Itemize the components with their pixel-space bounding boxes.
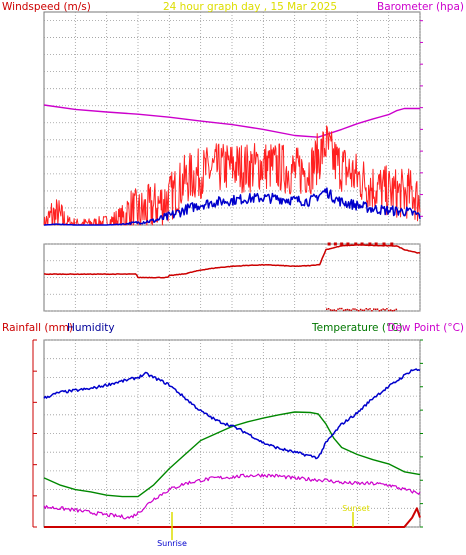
wind-direction-dot — [380, 309, 383, 311]
wind-direction-line — [43, 244, 421, 279]
wind-direction-dot — [327, 242, 331, 246]
wind-direction-dot — [369, 308, 371, 310]
wind-direction-dot — [386, 308, 388, 310]
wind-direction-dot — [365, 307, 367, 310]
wind-direction-dot — [373, 308, 375, 310]
wind-panel: Windspeed (m/s) 24 hour graph day , 15 M… — [2, 1, 464, 226]
wind-direction-dot — [374, 308, 377, 311]
wind-direction-dot — [390, 242, 394, 246]
wind-direction-dot — [360, 242, 364, 246]
wind-series — [43, 104, 421, 226]
temperature-series — [43, 368, 421, 528]
temperature-line — [43, 411, 421, 498]
barometer-right-axis — [420, 20, 423, 217]
wind-direction-dot — [329, 309, 332, 311]
wind-direction-dot — [367, 308, 369, 311]
wind-direction-dot — [393, 309, 396, 312]
wind-direction-dot — [344, 309, 347, 311]
wind-direction-dot — [395, 308, 398, 311]
wind-direction-dot — [346, 308, 349, 311]
wind-direction-dot — [361, 309, 364, 312]
wind-gust-line — [43, 125, 421, 226]
humidity-axis-label: Humidity — [67, 322, 115, 334]
wind-direction-dot — [382, 308, 384, 310]
rainfall-line — [44, 507, 421, 528]
wind-direction-dot — [382, 242, 386, 246]
direction-series — [43, 242, 421, 312]
temperature-panel: Sunrise Sunset Rainfall (mm) Humidity Te… — [2, 322, 464, 548]
dewpoint-line — [43, 473, 421, 520]
temperature-axis-label: Temperature (°C) — [311, 322, 403, 334]
rainfall-axis — [32, 339, 37, 528]
wind-direction-dot — [352, 308, 354, 310]
sunrise-label: Sunrise — [157, 539, 187, 548]
wind-direction-dot — [378, 310, 381, 312]
direction-panel — [43, 242, 421, 312]
wind-direction-dot — [363, 309, 366, 311]
windspeed-axis-label: Windspeed (m/s) — [2, 1, 91, 13]
wind-direction-dot — [359, 308, 362, 311]
wind-direction-dot — [354, 308, 356, 310]
wind-direction-dot — [337, 308, 339, 310]
wind-direction-dot — [368, 242, 372, 246]
wind-direction-dot — [333, 242, 337, 246]
barometer-axis-label: Barometer (hpa) — [377, 1, 464, 13]
wind-direction-dot — [341, 307, 343, 310]
wind-direction-dot — [339, 307, 341, 310]
wind-direction-dot — [391, 310, 394, 312]
wind-direction-dot — [350, 309, 352, 312]
wind-direction-dot — [389, 309, 392, 311]
wind-direction-dot — [348, 309, 351, 311]
graph-title: 24 hour graph day , 15 Mar 2025 — [163, 1, 337, 13]
wind-direction-dot — [327, 308, 330, 310]
rainfall-axis-label: Rainfall (mm) — [2, 322, 73, 334]
wind-direction-dot — [346, 242, 350, 246]
wind-direction-dot — [357, 310, 360, 312]
dewpoint-axis-label: Dew Point (°C) — [387, 322, 464, 334]
wind-direction-dot — [335, 309, 337, 312]
barometer-line — [43, 104, 420, 138]
wind-direction-dot — [371, 310, 373, 312]
temperature-axis — [420, 339, 423, 528]
wind-direction-dot — [342, 309, 345, 312]
wind-direction-dot — [326, 308, 328, 310]
wind-direction-dot — [333, 309, 336, 311]
sunset-label: Sunset — [342, 504, 369, 513]
wind-direction-dot — [374, 242, 378, 246]
wind-direction-dot — [340, 242, 344, 246]
wind-direction-dot — [356, 309, 358, 311]
wind-direction-dot — [331, 309, 334, 312]
wind-direction-dot — [384, 308, 386, 311]
wind-direction-dot — [388, 309, 390, 312]
wind-average-line — [44, 187, 421, 226]
humidity-line — [43, 368, 421, 460]
wind-direction-dot — [376, 308, 379, 310]
wind-direction-dot — [354, 242, 358, 246]
